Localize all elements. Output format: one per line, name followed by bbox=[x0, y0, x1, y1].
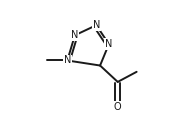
Text: N: N bbox=[93, 20, 100, 30]
Text: N: N bbox=[105, 39, 112, 49]
Text: O: O bbox=[114, 102, 122, 112]
Text: N: N bbox=[71, 30, 78, 40]
Text: N: N bbox=[64, 55, 71, 66]
